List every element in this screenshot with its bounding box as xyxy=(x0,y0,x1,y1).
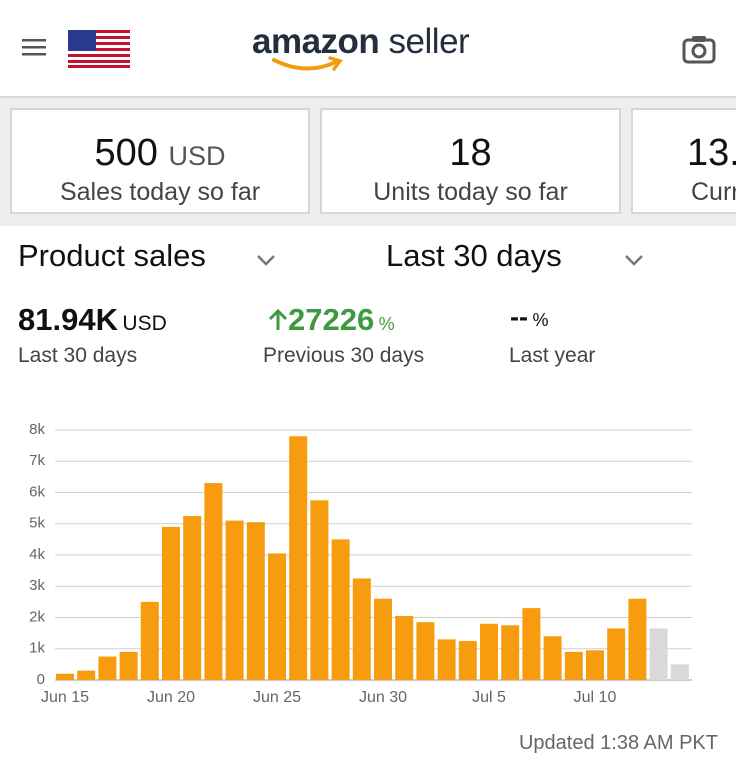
stat-unit: USD xyxy=(122,312,167,335)
dropdown-chevron xyxy=(625,255,643,266)
bar xyxy=(162,526,180,680)
y-tick-label: 5k xyxy=(29,515,45,532)
logo-word: seller xyxy=(388,22,470,61)
bar xyxy=(628,598,647,680)
bar xyxy=(98,656,117,680)
bar xyxy=(77,670,96,680)
card-label: Sales today so far xyxy=(59,178,261,206)
y-tick-label: 1k xyxy=(29,640,45,657)
y-tick-label: 0 xyxy=(37,671,45,688)
bar xyxy=(289,436,308,680)
card-value: 18 xyxy=(449,132,492,174)
bar xyxy=(564,651,583,680)
bar xyxy=(395,615,414,680)
sales-chart: 0 1k 2k 3k 4k 5k 6k 7k 8k Jun 15 Jun 20 Jun 25 Jun 3… xyxy=(29,421,692,706)
x-tick-label: Jun 30 xyxy=(359,689,407,706)
x-tick-label: Jul 10 xyxy=(574,689,617,706)
bar xyxy=(56,673,74,680)
logo: amazon seller xyxy=(252,22,470,62)
country-flag[interactable] xyxy=(68,30,130,68)
y-tick-label: 8k xyxy=(29,421,45,438)
bar xyxy=(331,539,350,680)
logo-smile xyxy=(272,56,343,71)
bar xyxy=(310,500,329,680)
bar xyxy=(607,628,626,680)
card-value: 13. xyxy=(687,132,736,174)
bar xyxy=(522,608,541,680)
bar xyxy=(140,601,159,680)
stat-value: 27226 % xyxy=(268,302,395,338)
bar xyxy=(246,522,265,680)
stat-number: 27226 xyxy=(288,302,375,337)
camera-button[interactable] xyxy=(682,34,716,64)
stat-unit: % xyxy=(532,310,549,330)
card-unit: USD xyxy=(168,141,226,171)
dropdown-chevron xyxy=(257,255,275,266)
bar xyxy=(480,623,498,680)
selector-text: Product sales xyxy=(18,238,206,273)
summary-card[interactable]: 18 Units today so far xyxy=(320,108,621,214)
bar xyxy=(119,651,138,680)
card-label: Curr xyxy=(691,178,736,206)
card-number: 500 xyxy=(94,132,158,174)
logo-word: amazon xyxy=(252,22,380,61)
bar xyxy=(183,515,202,680)
bar xyxy=(204,483,223,680)
y-tick-label: 7k xyxy=(29,452,45,469)
bar xyxy=(649,628,668,680)
stat-label: Last 30 days xyxy=(18,344,138,367)
up-arrow xyxy=(268,308,288,330)
bar xyxy=(670,664,689,680)
y-tick-label: 4k xyxy=(29,546,45,563)
x-tick-label: Jul 5 xyxy=(472,689,506,706)
selector-text: Last 30 days xyxy=(386,238,562,273)
stat-value: 81.94K USD xyxy=(18,302,167,338)
stat-unit: % xyxy=(378,314,395,334)
bar xyxy=(225,520,244,680)
bar xyxy=(352,578,371,680)
stat-value: -- % xyxy=(510,302,548,333)
x-tick-label: Jun 20 xyxy=(147,689,195,706)
card-value: 500 USD xyxy=(12,132,308,175)
bar xyxy=(416,622,435,680)
card-label: Units today so far xyxy=(373,178,568,206)
stat-label: Last year xyxy=(509,344,596,367)
stat-number: 81.94K xyxy=(18,302,118,337)
bar xyxy=(374,598,392,680)
bar xyxy=(458,640,477,680)
bar xyxy=(501,625,520,680)
y-tick-label: 6k xyxy=(29,483,45,500)
summary-card[interactable]: 500 USD Sales today so far xyxy=(10,108,310,214)
stat-label: Previous 30 days xyxy=(263,344,425,367)
x-tick-label: Jun 25 xyxy=(253,689,301,706)
bar xyxy=(586,650,604,680)
bar xyxy=(437,639,456,680)
bar xyxy=(268,553,286,680)
period-selector[interactable]: Last 30 days xyxy=(386,238,562,274)
stat-number: -- xyxy=(510,302,528,332)
y-tick-label: 3k xyxy=(29,577,45,594)
y-tick-label: 2k xyxy=(29,608,45,625)
x-tick-label: Jun 15 xyxy=(41,689,89,706)
updated-text: Updated 1:38 AM PKT xyxy=(518,732,718,754)
app-header: amazon seller xyxy=(0,0,736,98)
metric-selector[interactable]: Product sales xyxy=(18,238,206,274)
bar xyxy=(543,636,562,680)
summary-card[interactable]: 13. Curr xyxy=(631,108,736,214)
menu-button[interactable] xyxy=(22,38,48,58)
